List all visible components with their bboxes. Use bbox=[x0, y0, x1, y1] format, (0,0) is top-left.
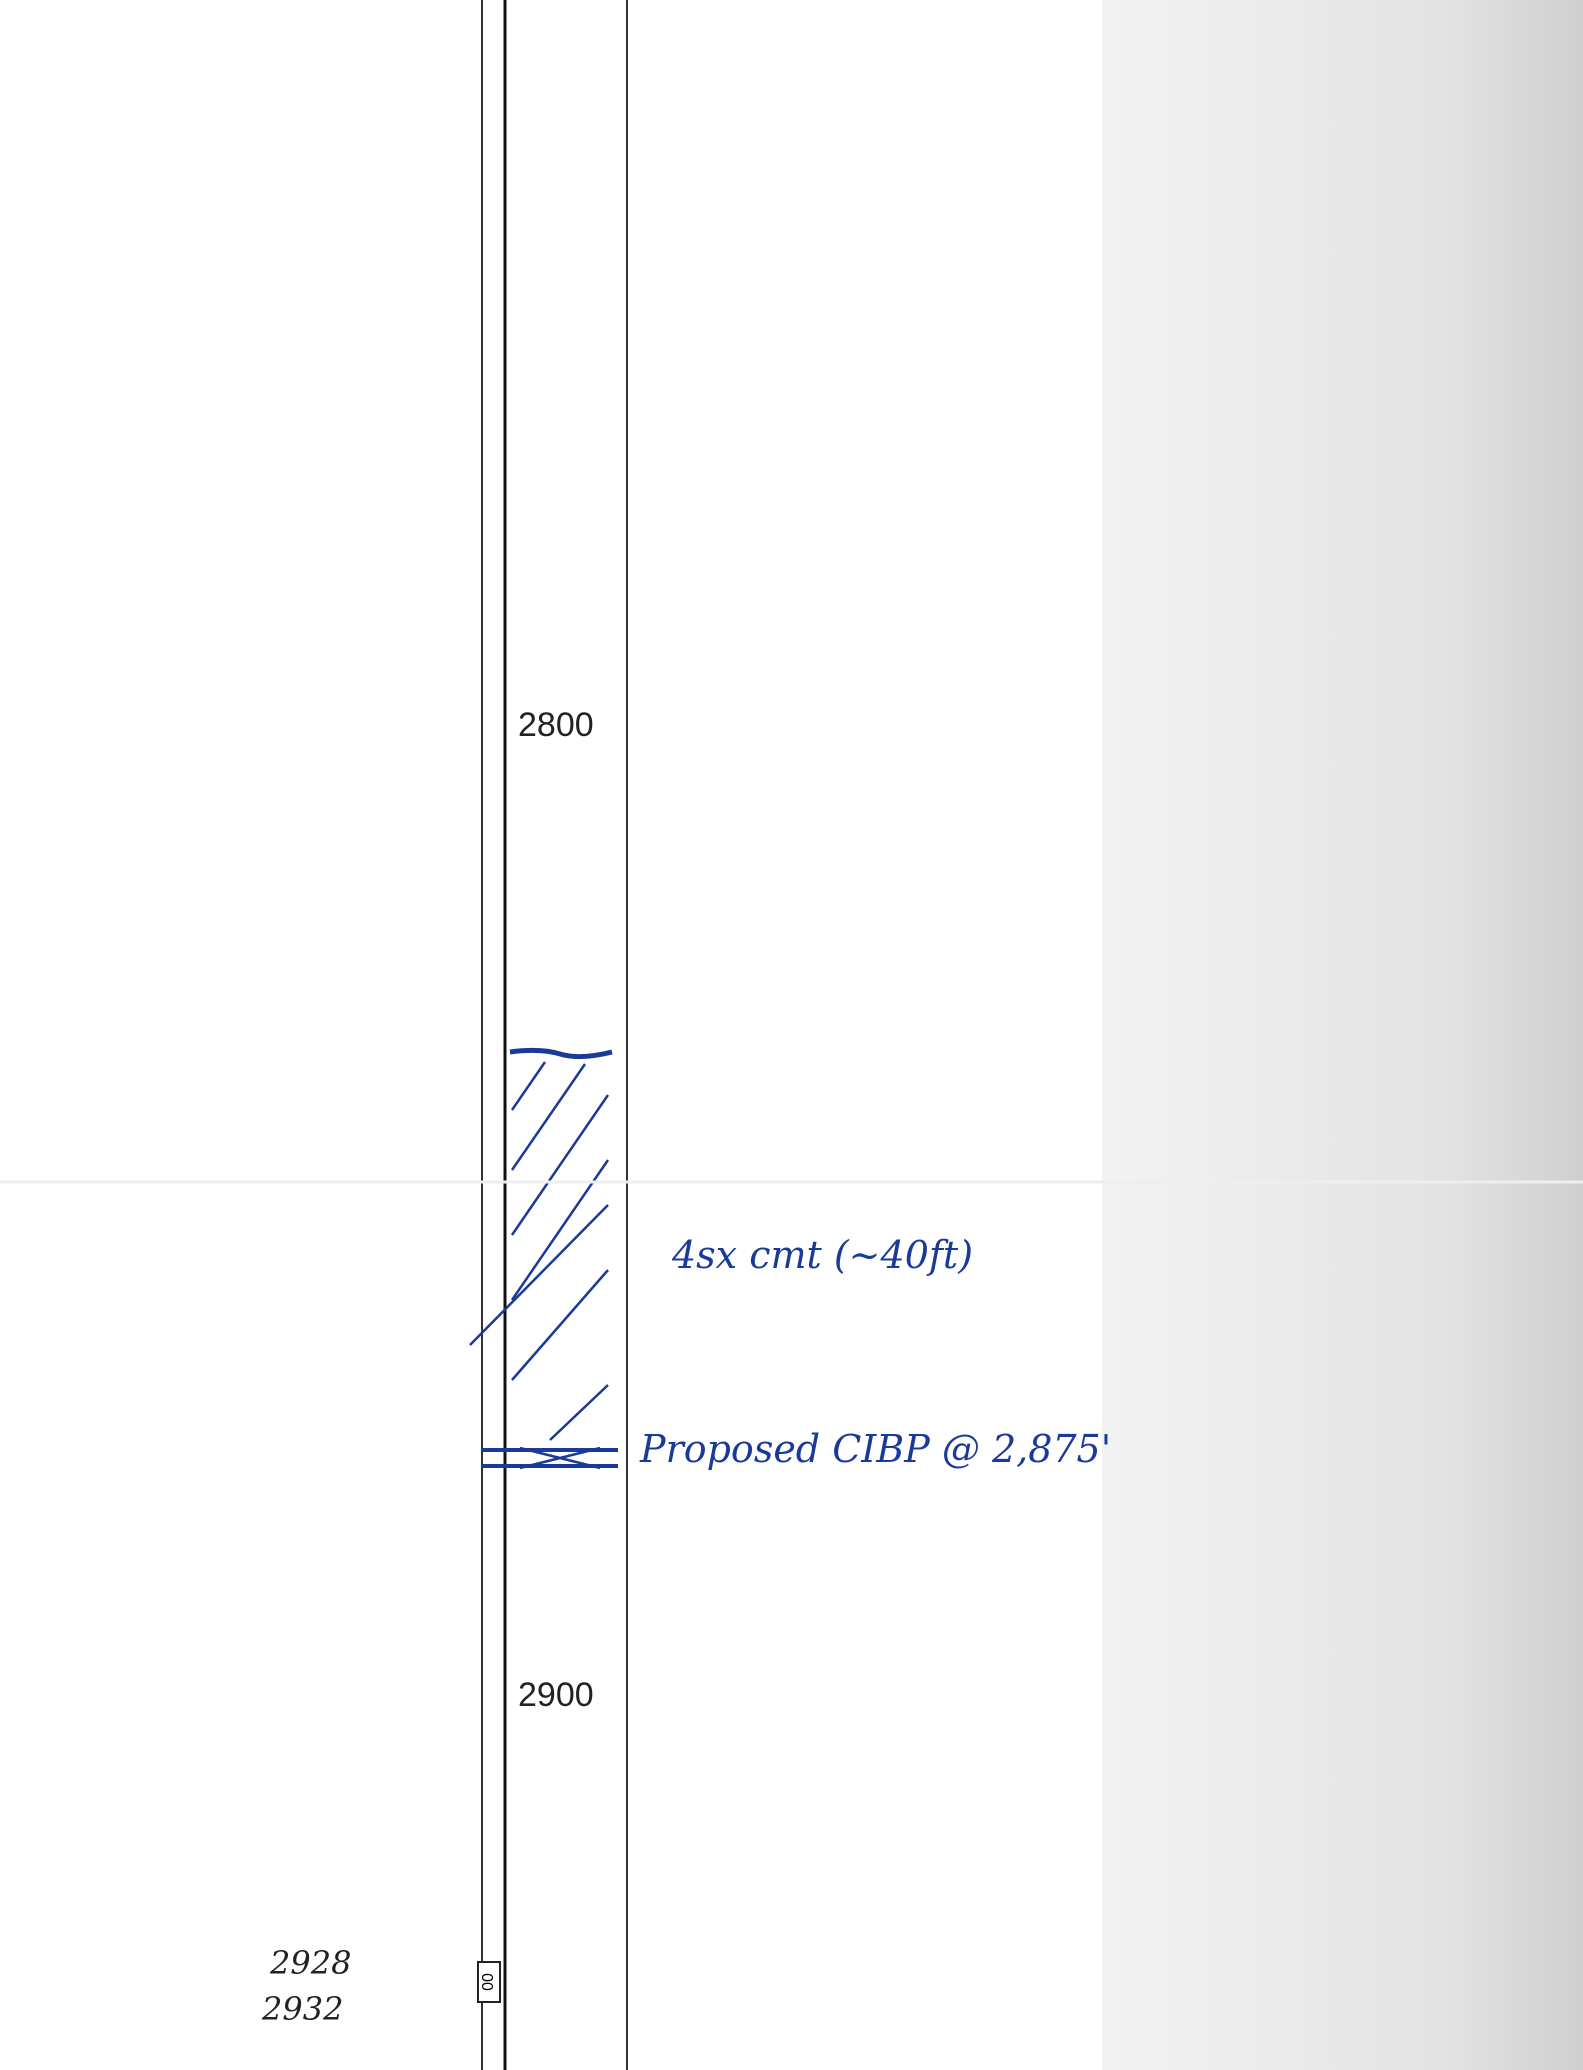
handwritten-depth: 2932 bbox=[261, 1990, 343, 2028]
depth-label: 2900 bbox=[518, 1676, 594, 1714]
vdl-background bbox=[1102, 0, 1583, 2070]
vdl-image bbox=[1102, 0, 1583, 2070]
well-log-scan: 2800 2900 4sx cmt (~40ft) Proposed CIBP … bbox=[0, 0, 1583, 2070]
handwritten-depth: 2928 bbox=[269, 1944, 351, 1982]
depth-label: 2800 bbox=[518, 706, 594, 744]
cement-annotation: 4sx cmt (~40ft) bbox=[671, 1233, 973, 1277]
plug-annotation: Proposed CIBP @ 2,875' bbox=[639, 1427, 1111, 1471]
box-label: 00 bbox=[480, 1973, 497, 1991]
